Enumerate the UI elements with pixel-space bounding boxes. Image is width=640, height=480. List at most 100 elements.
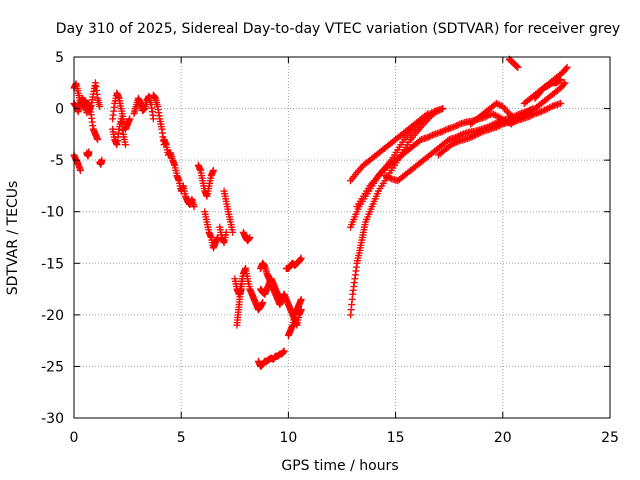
series-arc-ac bbox=[467, 79, 569, 128]
data-point bbox=[473, 130, 481, 138]
series-arc-af bbox=[505, 55, 522, 71]
data-point bbox=[427, 132, 435, 140]
data-point bbox=[556, 76, 564, 84]
x-tick-label: 0 bbox=[70, 430, 79, 446]
data-point bbox=[297, 295, 305, 303]
data-point bbox=[537, 108, 545, 116]
x-tick-label: 20 bbox=[494, 430, 512, 446]
x-tick-label: 25 bbox=[601, 430, 619, 446]
x-tick-label: 10 bbox=[279, 430, 297, 446]
data-point bbox=[453, 122, 461, 130]
data-point bbox=[449, 140, 457, 148]
y-tick-label: -30 bbox=[41, 411, 64, 427]
data-point bbox=[190, 203, 198, 211]
series-arc-g bbox=[109, 115, 129, 149]
data-point bbox=[280, 290, 288, 298]
y-axis-label: SDTVAR / TECUs bbox=[5, 181, 21, 296]
data-point bbox=[561, 79, 569, 87]
series-arc-m bbox=[216, 223, 230, 247]
series-arc-y bbox=[347, 110, 432, 185]
y-tick-label: -25 bbox=[41, 359, 64, 375]
data-point bbox=[520, 112, 528, 120]
data-point bbox=[149, 115, 157, 123]
x-axis-label: GPS time / hours bbox=[281, 458, 398, 474]
data-point bbox=[454, 121, 462, 129]
data-point bbox=[76, 166, 84, 174]
data-point bbox=[238, 275, 246, 283]
data-point bbox=[94, 136, 102, 144]
series-arc-v bbox=[282, 254, 305, 272]
y-tick-label: -20 bbox=[41, 308, 64, 324]
data-point bbox=[438, 128, 446, 136]
series-arc-h bbox=[130, 92, 157, 123]
data-point bbox=[437, 128, 445, 136]
data-point bbox=[297, 254, 305, 262]
x-tick-label: 15 bbox=[387, 430, 405, 446]
series-arc-k bbox=[194, 161, 217, 200]
series-arc-j bbox=[160, 136, 198, 211]
data-point bbox=[429, 131, 437, 139]
data-point bbox=[557, 76, 565, 84]
data-point bbox=[521, 111, 529, 119]
data-point bbox=[490, 111, 498, 119]
data-point bbox=[209, 166, 217, 174]
data-point bbox=[541, 106, 549, 114]
data-point bbox=[492, 123, 500, 131]
x-tick-label: 5 bbox=[177, 430, 186, 446]
plot-frame bbox=[73, 56, 611, 419]
data-point bbox=[518, 113, 526, 121]
data-point bbox=[425, 133, 433, 141]
data-point bbox=[424, 133, 432, 141]
data-point bbox=[557, 99, 565, 107]
series-arc-i bbox=[149, 91, 168, 149]
data-point bbox=[475, 130, 483, 138]
y-tick-label: 5 bbox=[55, 50, 64, 66]
data-point bbox=[96, 103, 104, 111]
data-point bbox=[514, 63, 522, 71]
data-point bbox=[478, 128, 486, 136]
data-point bbox=[386, 174, 394, 182]
data-point bbox=[476, 129, 484, 137]
data-point bbox=[381, 172, 389, 180]
data-point bbox=[428, 109, 436, 117]
data-point bbox=[547, 103, 555, 111]
data-point bbox=[121, 141, 129, 149]
data-point bbox=[560, 80, 568, 88]
data-point bbox=[85, 148, 93, 156]
series-arc-e bbox=[96, 156, 106, 168]
data-point bbox=[549, 102, 557, 110]
data-point bbox=[539, 107, 547, 115]
data-point bbox=[384, 173, 392, 181]
data-point bbox=[496, 101, 504, 109]
series-arc-p bbox=[233, 275, 246, 329]
data-point bbox=[468, 133, 476, 141]
data-point bbox=[422, 111, 430, 119]
data-point bbox=[491, 111, 499, 119]
data-point bbox=[440, 127, 448, 135]
data-point bbox=[451, 139, 459, 147]
data-point bbox=[424, 110, 432, 118]
data-point bbox=[467, 133, 475, 141]
data-point bbox=[431, 107, 439, 115]
data-point bbox=[542, 105, 550, 113]
data-points bbox=[70, 55, 571, 370]
data-point bbox=[126, 115, 134, 123]
series-arc-q bbox=[239, 228, 254, 245]
y-tick-label: -5 bbox=[50, 153, 64, 169]
y-tick-label: -10 bbox=[41, 205, 64, 221]
data-point bbox=[563, 63, 571, 71]
y-tick-label: -15 bbox=[41, 256, 64, 272]
data-point bbox=[439, 105, 447, 113]
data-point bbox=[449, 123, 457, 131]
series-arc-ae bbox=[531, 76, 565, 102]
series-arc-d bbox=[83, 148, 93, 160]
series-arc-ab bbox=[434, 99, 565, 159]
data-point bbox=[496, 122, 504, 130]
chart-title: Day 310 of 2025, Sidereal Day-to-day VTE… bbox=[56, 21, 620, 37]
data-point bbox=[222, 228, 230, 236]
data-point bbox=[382, 172, 390, 180]
data-point bbox=[441, 126, 449, 134]
data-point bbox=[429, 108, 437, 116]
